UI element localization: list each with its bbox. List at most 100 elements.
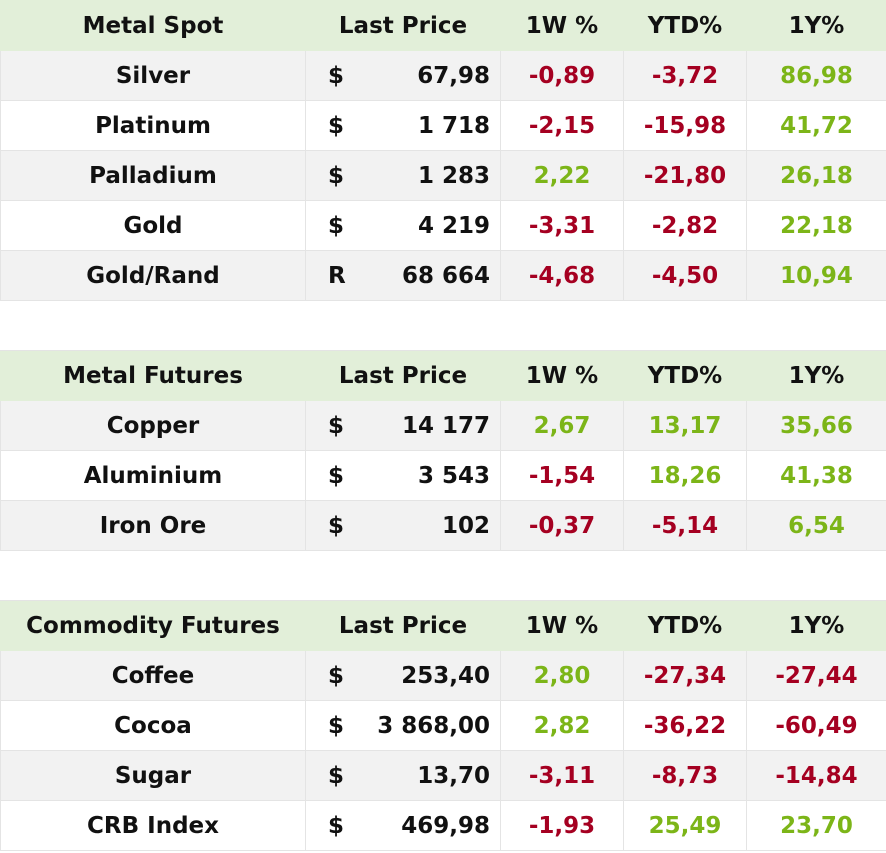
last-price: 1 283: [360, 150, 501, 201]
column-header: Last Price: [305, 600, 501, 651]
spacer-row: [0, 550, 886, 601]
currency: $: [305, 650, 361, 701]
currency: $: [305, 100, 361, 151]
change-percent: 2,67: [500, 400, 624, 451]
section-title: Commodity Futures: [0, 600, 306, 651]
column-header: YTD%: [623, 350, 747, 401]
change-percent: -14,84: [746, 750, 886, 801]
column-header: 1Y%: [746, 600, 886, 651]
column-header: Last Price: [305, 0, 501, 51]
data-row: CRB Index $469,98 -1,93 25,49 23,70: [0, 800, 886, 851]
currency: $: [305, 50, 361, 101]
currency: $: [305, 450, 361, 501]
currency: R: [305, 250, 361, 301]
spacer-cell: [0, 550, 886, 601]
last-price: 4 219: [360, 200, 501, 251]
change-percent: 26,18: [746, 150, 886, 201]
change-percent: -3,11: [500, 750, 624, 801]
change-percent: 2,22: [500, 150, 624, 201]
data-row: Palladium $1 283 2,22 -21,80 26,18: [0, 150, 886, 201]
header-row: Metal Futures Last Price 1W % YTD% 1Y%: [0, 350, 886, 401]
data-row: Copper $14 177 2,67 13,17 35,66: [0, 400, 886, 451]
column-header: 1Y%: [746, 350, 886, 401]
column-header: 1W %: [500, 0, 624, 51]
header-row: Commodity Futures Last Price 1W % YTD% 1Y%: [0, 600, 886, 651]
change-percent: -60,49: [746, 700, 886, 751]
change-percent: -15,98: [623, 100, 747, 151]
data-row: Silver $67,98 -0,89 -3,72 86,98: [0, 50, 886, 101]
commodity-name: Gold/Rand: [0, 250, 306, 301]
currency: $: [305, 150, 361, 201]
data-row: Platinum $1 718 -2,15 -15,98 41,72: [0, 100, 886, 151]
last-price: 67,98: [360, 50, 501, 101]
commodity-name: Silver: [0, 50, 306, 101]
change-percent: -3,72: [623, 50, 747, 101]
change-percent: 22,18: [746, 200, 886, 251]
data-row: Coffee $253,40 2,80 -27,34 -27,44: [0, 650, 886, 701]
commodity-name: CRB Index: [0, 800, 306, 851]
commodity-name: Copper: [0, 400, 306, 451]
column-header: YTD%: [623, 600, 747, 651]
last-price: 1 718: [360, 100, 501, 151]
currency: $: [305, 400, 361, 451]
last-price: 3 868,00: [360, 700, 501, 751]
last-price: 469,98: [360, 800, 501, 851]
currency: $: [305, 500, 361, 551]
change-percent: -2,82: [623, 200, 747, 251]
change-percent: -27,34: [623, 650, 747, 701]
column-header: Last Price: [305, 350, 501, 401]
change-percent: -0,37: [500, 500, 624, 551]
last-price: 13,70: [360, 750, 501, 801]
change-percent: -4,68: [500, 250, 624, 301]
change-percent: -36,22: [623, 700, 747, 751]
change-percent: -1,93: [500, 800, 624, 851]
currency: $: [305, 200, 361, 251]
change-percent: 35,66: [746, 400, 886, 451]
currency: $: [305, 800, 361, 851]
change-percent: -8,73: [623, 750, 747, 801]
commodity-name: Iron Ore: [0, 500, 306, 551]
change-percent: 2,80: [500, 650, 624, 701]
change-percent: 41,72: [746, 100, 886, 151]
change-percent: 6,54: [746, 500, 886, 551]
commodity-name: Platinum: [0, 100, 306, 151]
data-row: Gold $4 219 -3,31 -2,82 22,18: [0, 200, 886, 251]
change-percent: -4,50: [623, 250, 747, 301]
change-percent: 86,98: [746, 50, 886, 101]
data-row: Aluminium $3 543 -1,54 18,26 41,38: [0, 450, 886, 501]
commodity-name: Coffee: [0, 650, 306, 701]
currency: $: [305, 700, 361, 751]
commodity-name: Cocoa: [0, 700, 306, 751]
commodity-name: Gold: [0, 200, 306, 251]
spacer-cell: [0, 300, 886, 351]
last-price: 253,40: [360, 650, 501, 701]
commodity-name: Aluminium: [0, 450, 306, 501]
spacer-row: [0, 300, 886, 351]
last-price: 3 543: [360, 450, 501, 501]
column-header: 1W %: [500, 350, 624, 401]
data-row: Sugar $13,70 -3,11 -8,73 -14,84: [0, 750, 886, 801]
change-percent: 13,17: [623, 400, 747, 451]
column-header: YTD%: [623, 0, 747, 51]
section-title: Metal Futures: [0, 350, 306, 401]
change-percent: 2,82: [500, 700, 624, 751]
last-price: 14 177: [360, 400, 501, 451]
last-price: 102: [360, 500, 501, 551]
data-row: Iron Ore $102 -0,37 -5,14 6,54: [0, 500, 886, 551]
column-header: 1W %: [500, 600, 624, 651]
change-percent: 18,26: [623, 450, 747, 501]
change-percent: 25,49: [623, 800, 747, 851]
change-percent: -1,54: [500, 450, 624, 501]
data-row: Cocoa $3 868,00 2,82 -36,22 -60,49: [0, 700, 886, 751]
currency: $: [305, 750, 361, 801]
change-percent: -27,44: [746, 650, 886, 701]
data-row: Gold/Rand R 68 664 -4,68 -4,50 10,94: [0, 250, 886, 301]
last-price: 68 664: [360, 250, 501, 301]
change-percent: 23,70: [746, 800, 886, 851]
section-title: Metal Spot: [0, 0, 306, 51]
header-row: Metal Spot Last Price 1W % YTD% 1Y%: [0, 0, 886, 51]
change-percent: -21,80: [623, 150, 747, 201]
change-percent: -2,15: [500, 100, 624, 151]
